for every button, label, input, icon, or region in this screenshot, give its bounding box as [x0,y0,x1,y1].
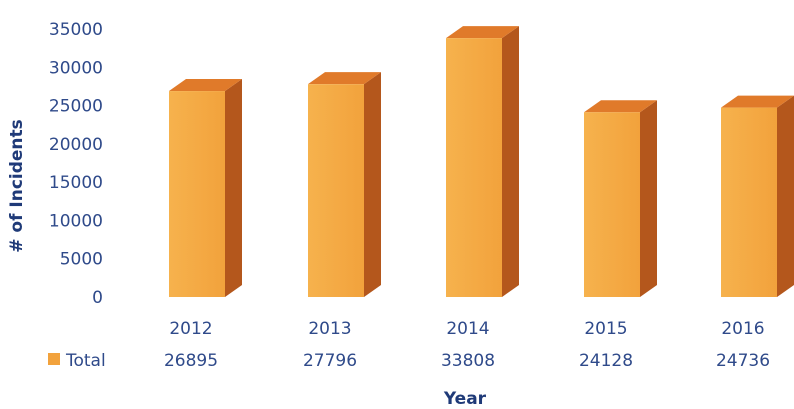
x-tick-label: 2013 [308,319,351,339]
bar-side [640,100,657,297]
y-axis-ticks: 0 5000 10000 15000 20000 25000 30000 35000 [49,20,103,308]
data-table-values: 26895 27796 33808 24128 24736 [164,351,770,371]
x-axis-ticks: 2012 2013 2014 2015 2016 [169,319,764,339]
bar-side [777,95,794,297]
data-value-label: 27796 [303,351,357,371]
x-tick-label: 2015 [584,319,627,339]
bar-top [584,100,657,113]
bar-front [721,107,777,297]
y-tick-label: 10000 [49,211,103,231]
bar-top [446,26,519,39]
y-tick-label: 0 [92,288,103,308]
x-tick-label: 2014 [446,319,489,339]
data-value-label: 24128 [579,351,633,371]
bar-front [584,112,640,297]
y-tick-label: 25000 [49,97,103,117]
legend-series-name: Total [65,351,106,371]
bar-2016 [721,95,794,297]
bar-side [502,26,519,297]
legend-swatch [48,353,60,365]
y-tick-label: 30000 [49,58,103,78]
data-value-label: 24736 [716,351,770,371]
data-value-label: 26895 [164,351,218,371]
x-axis-label: Year [443,389,487,409]
y-tick-label: 20000 [49,135,103,155]
bar-side [364,72,381,298]
x-tick-label: 2012 [169,319,212,339]
bars [169,26,794,298]
bar-2014 [446,26,519,297]
y-axis-label: # of Incidents [7,119,27,253]
bar-side [225,79,242,297]
y-tick-label: 35000 [49,20,103,40]
bar-top [721,95,794,108]
y-tick-label: 5000 [60,250,103,270]
bar-top [169,79,242,92]
bar-front [446,38,502,297]
bar-2013 [308,72,381,298]
x-tick-label: 2016 [721,319,764,339]
bar-front [169,91,225,297]
data-value-label: 33808 [441,351,495,371]
bar-2015 [584,100,657,297]
bar-2012 [169,79,242,297]
y-tick-label: 15000 [49,173,103,193]
bar-top [308,72,381,85]
legend: Total [48,351,106,371]
bar-front [308,84,364,298]
